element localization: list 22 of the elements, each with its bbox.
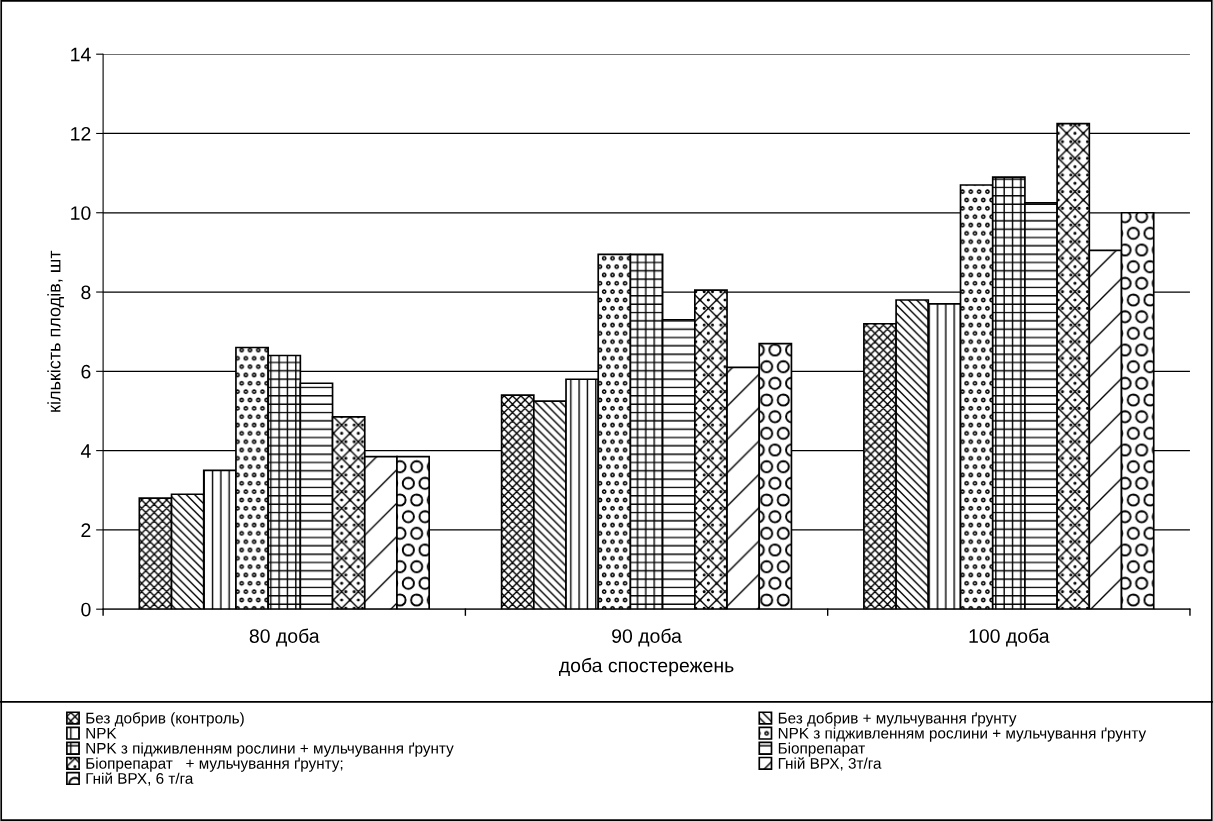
legend-label: NPK з підживленням рослини + мульчування ґрунту — [86, 742, 454, 757]
legend-label: Без добрив + мульчування ґрунту — [778, 712, 1017, 727]
x-tick-label: 80 доба — [249, 628, 320, 647]
y-tick-label: 2 — [81, 523, 91, 537]
y-tick-label: 10 — [71, 206, 91, 220]
legend-label: Без добрив (контроль) — [86, 712, 244, 727]
legend-label: Гній ВРХ, 3т/га — [778, 757, 882, 771]
x-axis-title: доба спостережень — [558, 657, 734, 677]
legend-label: Біопрепарат + мульчування ґрунту; — [86, 757, 343, 772]
y-tick-label: 12 — [71, 126, 91, 141]
legend-label: NPK — [86, 727, 117, 739]
legend-label: NPK з підживленням рослини + мульчування ґрунту — [778, 727, 1147, 742]
legend-label: Гній ВРХ, 6 т/га — [86, 772, 194, 786]
x-tick-label: 90 доба — [612, 628, 682, 647]
y-tick-label: 6 — [81, 364, 91, 379]
y-axis-title: кількість плодів, шт — [47, 250, 64, 412]
y-tick-label: 14 — [71, 47, 91, 62]
y-tick-label: 0 — [81, 602, 91, 617]
legend-label: Біопрепарат — [778, 742, 865, 757]
x-tick-label: 100 доба — [969, 628, 1050, 647]
y-tick-label: 8 — [81, 285, 91, 300]
y-tick-label: 4 — [80, 444, 91, 458]
